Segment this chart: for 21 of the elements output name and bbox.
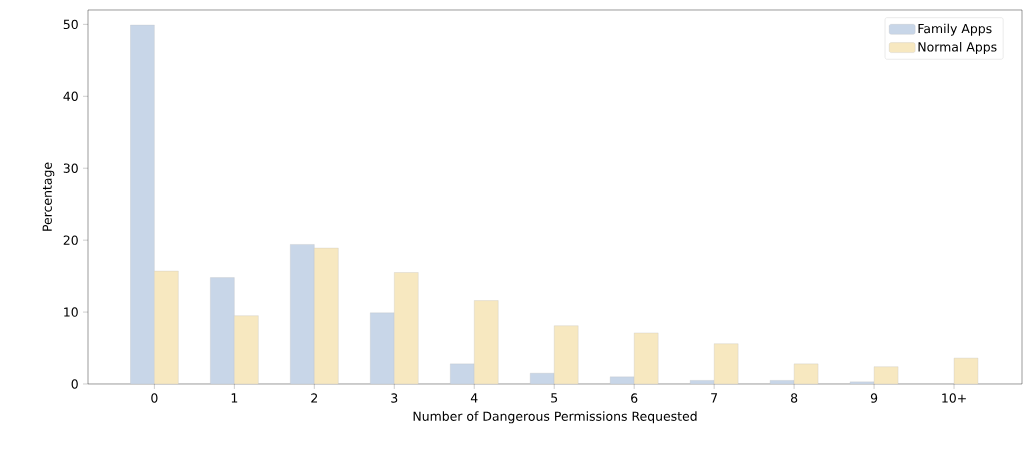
x-tick-label: 2 (311, 393, 318, 403)
x-tick-label: 10+ (942, 393, 966, 403)
y-tick-label: 0 (71, 379, 78, 389)
legend-label: Normal Apps (918, 41, 997, 54)
y-axis-title: Percentage (42, 162, 55, 231)
x-axis-title: Number of Dangerous Permissions Requested (413, 411, 697, 424)
x-tick-label: 6 (631, 393, 638, 403)
y-tick-label: 40 (63, 91, 78, 101)
x-tick-label: 8 (790, 393, 798, 403)
x-tick-label: 4 (470, 393, 478, 403)
y-tick-label: 10 (64, 307, 78, 317)
x-tick-label: 5 (551, 393, 558, 403)
x-tick-label: 7 (711, 393, 718, 403)
y-tick-label: 50 (63, 19, 78, 30)
x-tick-label: 3 (391, 393, 398, 403)
legend-label: Family Apps (918, 23, 992, 36)
y-tick-label: 20 (63, 235, 78, 245)
x-tick-label: 1 (231, 393, 238, 403)
y-tick-label: 30 (63, 163, 78, 173)
x-tick-label: 9 (870, 393, 878, 403)
x-tick-label: 0 (151, 393, 158, 403)
